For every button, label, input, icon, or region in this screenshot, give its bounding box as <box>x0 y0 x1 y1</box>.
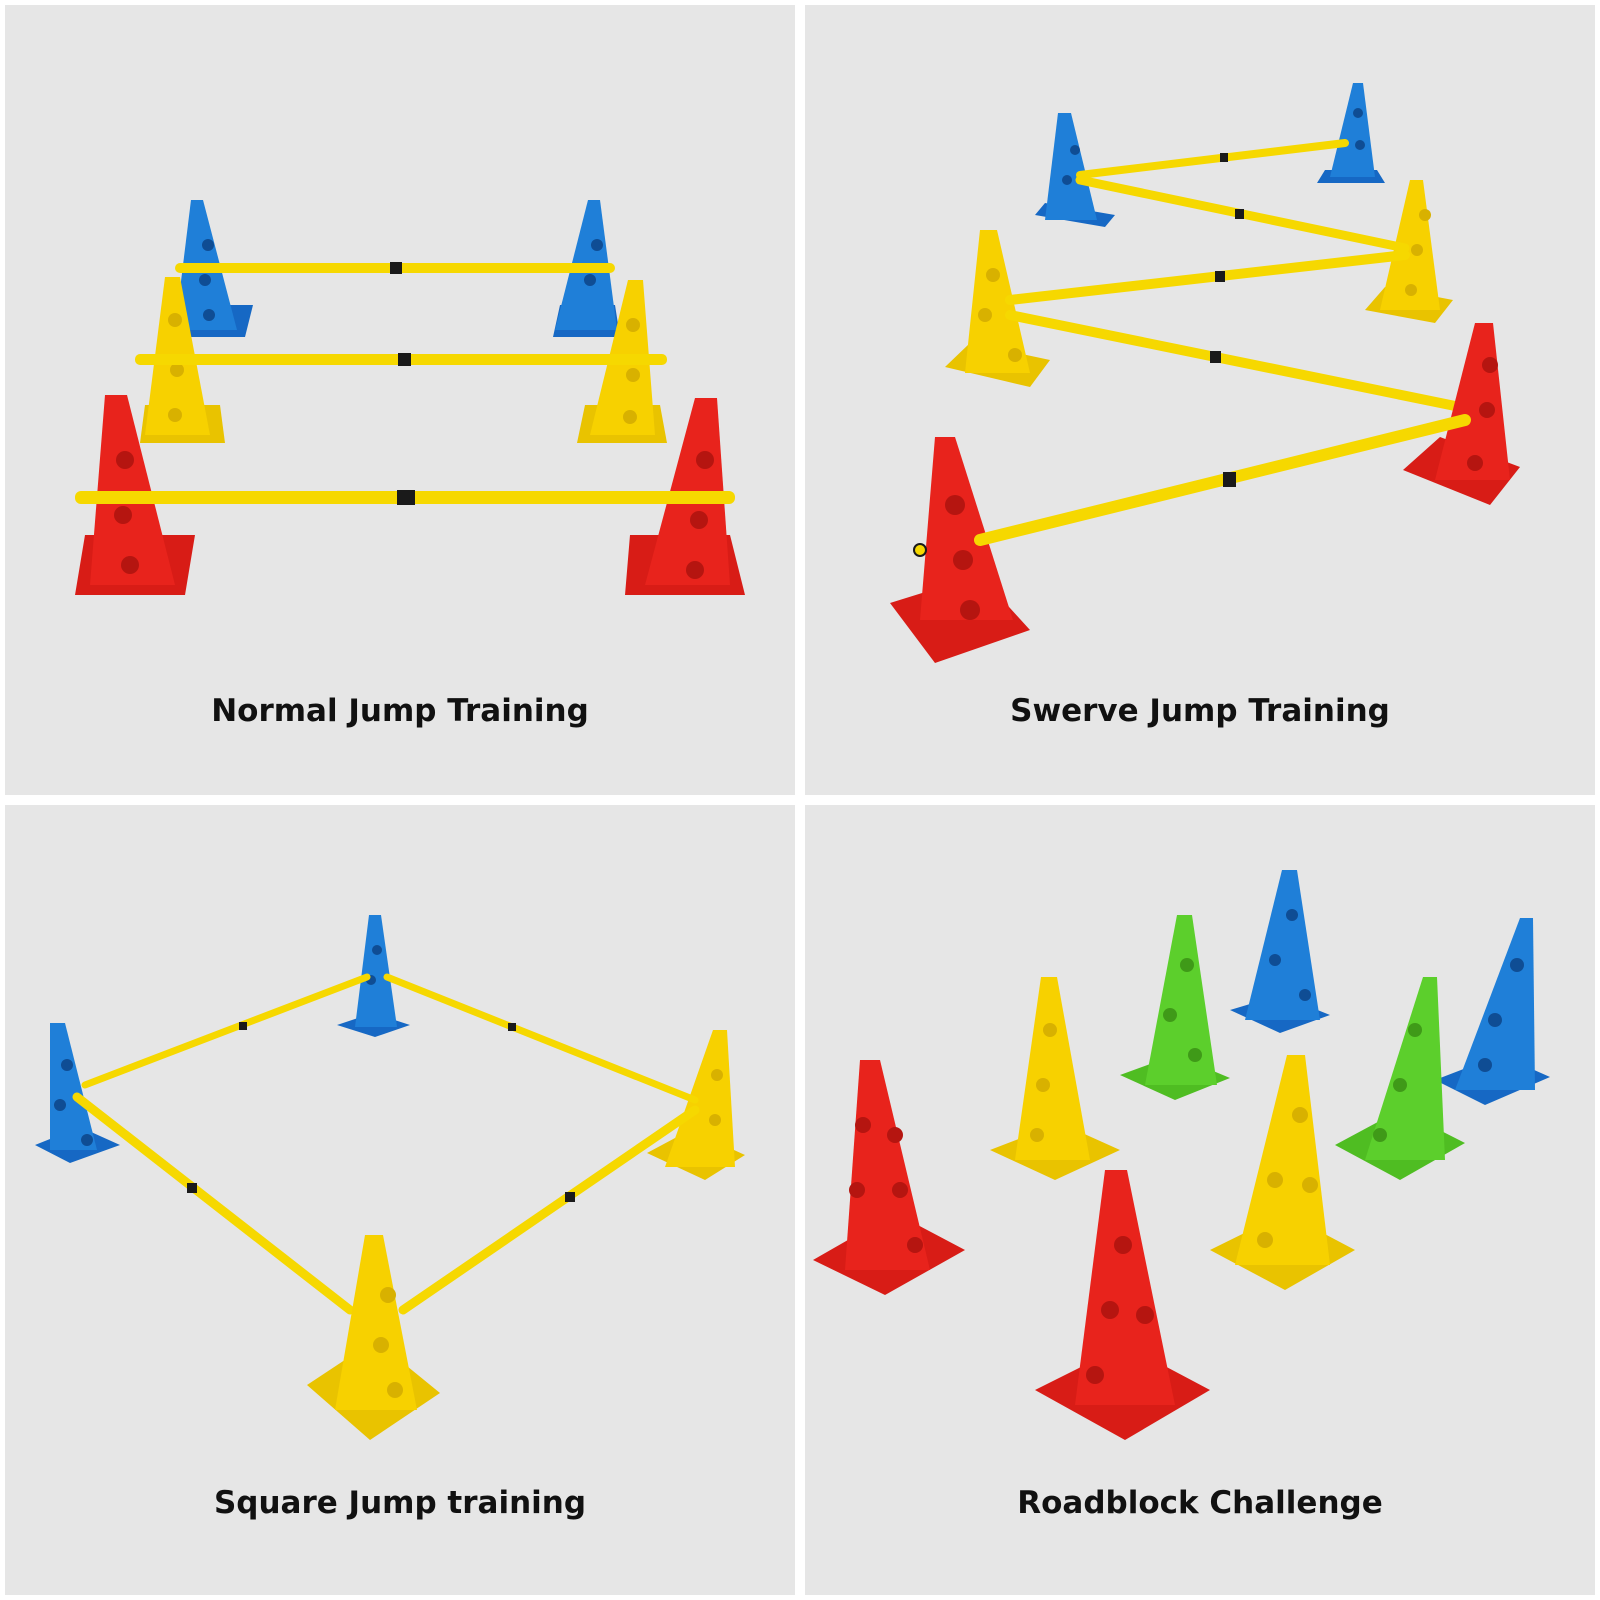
pole <box>72 1092 700 1315</box>
yellow-cone <box>647 1030 745 1180</box>
yellow-cone <box>1365 180 1453 323</box>
pole <box>1075 175 1410 253</box>
yellow-cone <box>945 230 1050 387</box>
yellow-cone <box>990 977 1120 1180</box>
blue-cone <box>1230 870 1330 1033</box>
blue-cone <box>1317 83 1385 183</box>
panel-square-jump: Square Jump training <box>5 805 795 1595</box>
caption-roadblock: Roadblock Challenge <box>1017 1485 1383 1521</box>
blue-cone <box>1435 918 1550 1105</box>
pole <box>1076 139 1349 179</box>
blue-cone <box>1035 113 1115 227</box>
pole <box>81 973 699 1104</box>
yellow-cone <box>307 1235 440 1440</box>
caption-square-jump: Square Jump training <box>213 1485 587 1521</box>
normal-jump-illustration <box>75 200 745 595</box>
caption-normal-jump: Normal Jump Training <box>211 693 589 729</box>
roadblock-illustration <box>813 870 1550 1440</box>
caption-swerve-jump: Swerve Jump Training <box>1010 693 1390 729</box>
panel-normal-jump: Normal Jump Training <box>5 5 795 795</box>
blue-cone <box>35 1023 120 1163</box>
red-cone <box>75 395 195 595</box>
pole <box>75 490 735 505</box>
pole <box>1005 250 1470 413</box>
pole <box>135 353 667 366</box>
red-cone <box>1035 1170 1210 1440</box>
red-cone <box>813 1060 965 1295</box>
square-jump-illustration <box>35 915 745 1440</box>
panel-swerve-jump: Swerve Jump Training <box>805 5 1595 795</box>
panel-roadblock: Roadblock Challenge <box>805 805 1595 1595</box>
red-cone <box>890 437 1030 663</box>
red-cone <box>1403 323 1520 505</box>
pole <box>175 262 615 274</box>
green-cone <box>1335 977 1465 1180</box>
green-cone <box>1120 915 1230 1100</box>
blue-cone <box>337 915 410 1037</box>
pole <box>913 414 1471 557</box>
swerve-jump-illustration <box>890 83 1520 663</box>
yellow-cone <box>1210 1055 1355 1290</box>
